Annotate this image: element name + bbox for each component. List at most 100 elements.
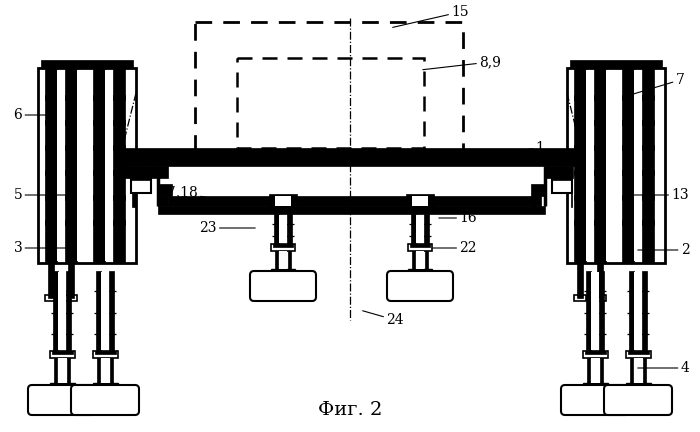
- Text: 5: 5: [13, 188, 72, 202]
- Bar: [583, 383, 608, 389]
- Text: 24: 24: [363, 311, 404, 327]
- Text: 13: 13: [633, 188, 689, 202]
- Bar: [288, 251, 291, 269]
- Bar: [634, 272, 642, 350]
- Bar: [50, 383, 75, 389]
- Text: 2: 2: [638, 243, 690, 257]
- Bar: [406, 194, 434, 208]
- Bar: [53, 271, 58, 351]
- Bar: [531, 196, 541, 206]
- Bar: [132, 193, 136, 207]
- Bar: [275, 251, 278, 269]
- Bar: [412, 196, 428, 206]
- Bar: [642, 271, 647, 351]
- Bar: [93, 351, 118, 358]
- Bar: [93, 68, 105, 263]
- FancyBboxPatch shape: [387, 271, 453, 301]
- Bar: [158, 184, 172, 196]
- Bar: [45, 120, 125, 125]
- Bar: [622, 68, 634, 263]
- Text: 3: 3: [13, 241, 72, 255]
- Bar: [67, 358, 70, 383]
- Bar: [574, 120, 654, 125]
- FancyBboxPatch shape: [604, 385, 672, 415]
- Bar: [574, 145, 654, 150]
- Bar: [45, 68, 57, 263]
- Bar: [158, 206, 545, 214]
- Bar: [271, 269, 295, 275]
- Bar: [195, 22, 463, 152]
- Text: 7: 7: [633, 73, 685, 94]
- Bar: [643, 358, 646, 383]
- FancyBboxPatch shape: [28, 385, 96, 415]
- Bar: [411, 214, 416, 244]
- Bar: [574, 295, 586, 301]
- Bar: [626, 351, 651, 358]
- Bar: [45, 295, 57, 301]
- Bar: [38, 68, 136, 263]
- Bar: [269, 194, 297, 208]
- Bar: [567, 68, 665, 263]
- Bar: [600, 358, 603, 383]
- Bar: [416, 251, 424, 269]
- Text: 1: 1: [483, 141, 545, 155]
- Bar: [425, 251, 428, 269]
- Bar: [41, 60, 133, 68]
- Bar: [65, 68, 77, 263]
- Bar: [587, 358, 590, 383]
- Bar: [48, 263, 54, 298]
- Bar: [93, 383, 118, 389]
- Text: 23: 23: [199, 221, 256, 235]
- Text: 16: 16: [439, 211, 477, 225]
- Bar: [120, 166, 168, 178]
- Bar: [599, 271, 604, 351]
- Bar: [571, 193, 572, 207]
- Text: 17,18: 17,18: [158, 185, 217, 200]
- Bar: [131, 175, 151, 193]
- Bar: [101, 272, 109, 350]
- Bar: [109, 271, 114, 351]
- Bar: [50, 351, 75, 358]
- Bar: [237, 58, 424, 148]
- Bar: [630, 358, 633, 383]
- Bar: [408, 269, 432, 275]
- Bar: [131, 175, 151, 180]
- Bar: [45, 220, 125, 225]
- Bar: [275, 196, 291, 206]
- Text: 4: 4: [638, 361, 690, 375]
- Bar: [628, 351, 649, 354]
- FancyBboxPatch shape: [71, 385, 139, 415]
- Bar: [66, 271, 71, 351]
- Text: 6: 6: [13, 108, 52, 122]
- Text: Фиг. 2: Фиг. 2: [318, 401, 382, 419]
- Text: 22: 22: [433, 241, 477, 255]
- Bar: [101, 358, 110, 383]
- Bar: [120, 148, 583, 166]
- Bar: [54, 358, 57, 383]
- Bar: [45, 95, 125, 100]
- Bar: [594, 295, 606, 301]
- Bar: [279, 251, 287, 269]
- Bar: [634, 358, 643, 383]
- Bar: [626, 383, 651, 389]
- Bar: [45, 145, 125, 150]
- Bar: [57, 70, 65, 261]
- Bar: [597, 263, 603, 298]
- Bar: [586, 271, 591, 351]
- Bar: [96, 271, 101, 351]
- Bar: [574, 195, 654, 200]
- Bar: [586, 70, 594, 261]
- Bar: [552, 175, 572, 193]
- Bar: [408, 244, 432, 251]
- Bar: [274, 214, 279, 244]
- Bar: [594, 68, 606, 263]
- Bar: [591, 358, 600, 383]
- Bar: [110, 358, 113, 383]
- Bar: [168, 196, 535, 206]
- Bar: [45, 170, 125, 175]
- Bar: [606, 70, 622, 261]
- Bar: [95, 351, 116, 354]
- Bar: [45, 195, 125, 200]
- Bar: [574, 170, 654, 175]
- Bar: [105, 70, 113, 261]
